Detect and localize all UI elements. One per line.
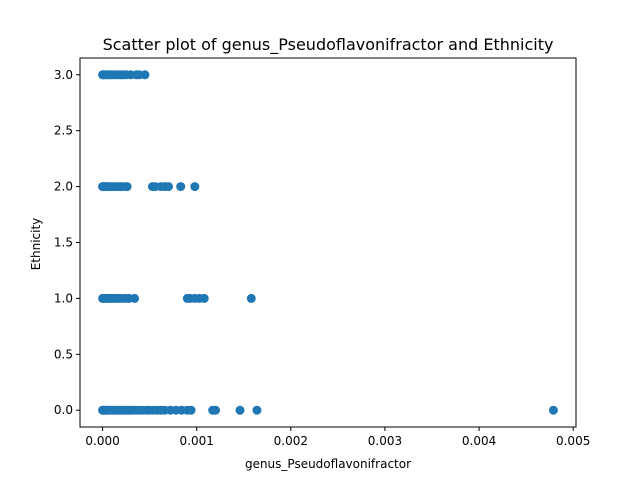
scatter-point	[211, 405, 221, 415]
scatter-point	[199, 293, 209, 303]
scatter-point	[163, 182, 173, 192]
x-tick-label: 0.001	[180, 434, 214, 448]
y-axis-ticks: 0.0 0.5 1.0 1.5 2.0 2.5 3.0	[54, 68, 80, 417]
points-layer	[98, 70, 558, 415]
chart-title: Scatter plot of genus_Pseudoflavonifract…	[103, 35, 554, 55]
x-axis-label: genus_Pseudoflavonifractor	[245, 457, 411, 471]
y-tick-label: 1.5	[54, 236, 73, 250]
x-tick-label: 0.005	[556, 434, 590, 448]
y-tick-label: 0.0	[54, 403, 73, 417]
scatter-point	[246, 293, 256, 303]
x-tick-label: 0.002	[274, 434, 308, 448]
y-tick-label: 2.0	[54, 180, 73, 194]
y-tick-label: 1.0	[54, 291, 73, 305]
x-tick-label: 0.000	[85, 434, 119, 448]
x-tick-label: 0.004	[462, 434, 496, 448]
scatter-point	[186, 405, 196, 415]
x-axis-ticks: 0.000 0.001 0.002 0.003 0.004 0.005	[85, 427, 590, 448]
scatter-point	[252, 405, 262, 415]
scatter-point	[548, 405, 558, 415]
y-tick-label: 0.5	[54, 347, 73, 361]
y-tick-label: 3.0	[54, 68, 73, 82]
scatter-point	[235, 405, 245, 415]
x-tick-label: 0.003	[368, 434, 402, 448]
scatter-point	[122, 182, 132, 192]
y-tick-label: 2.5	[54, 124, 73, 138]
scatter-point	[130, 293, 140, 303]
scatter-point	[190, 182, 200, 192]
y-axis-label: Ethnicity	[29, 218, 43, 271]
scatter-point	[176, 182, 186, 192]
scatter-point	[140, 70, 150, 80]
